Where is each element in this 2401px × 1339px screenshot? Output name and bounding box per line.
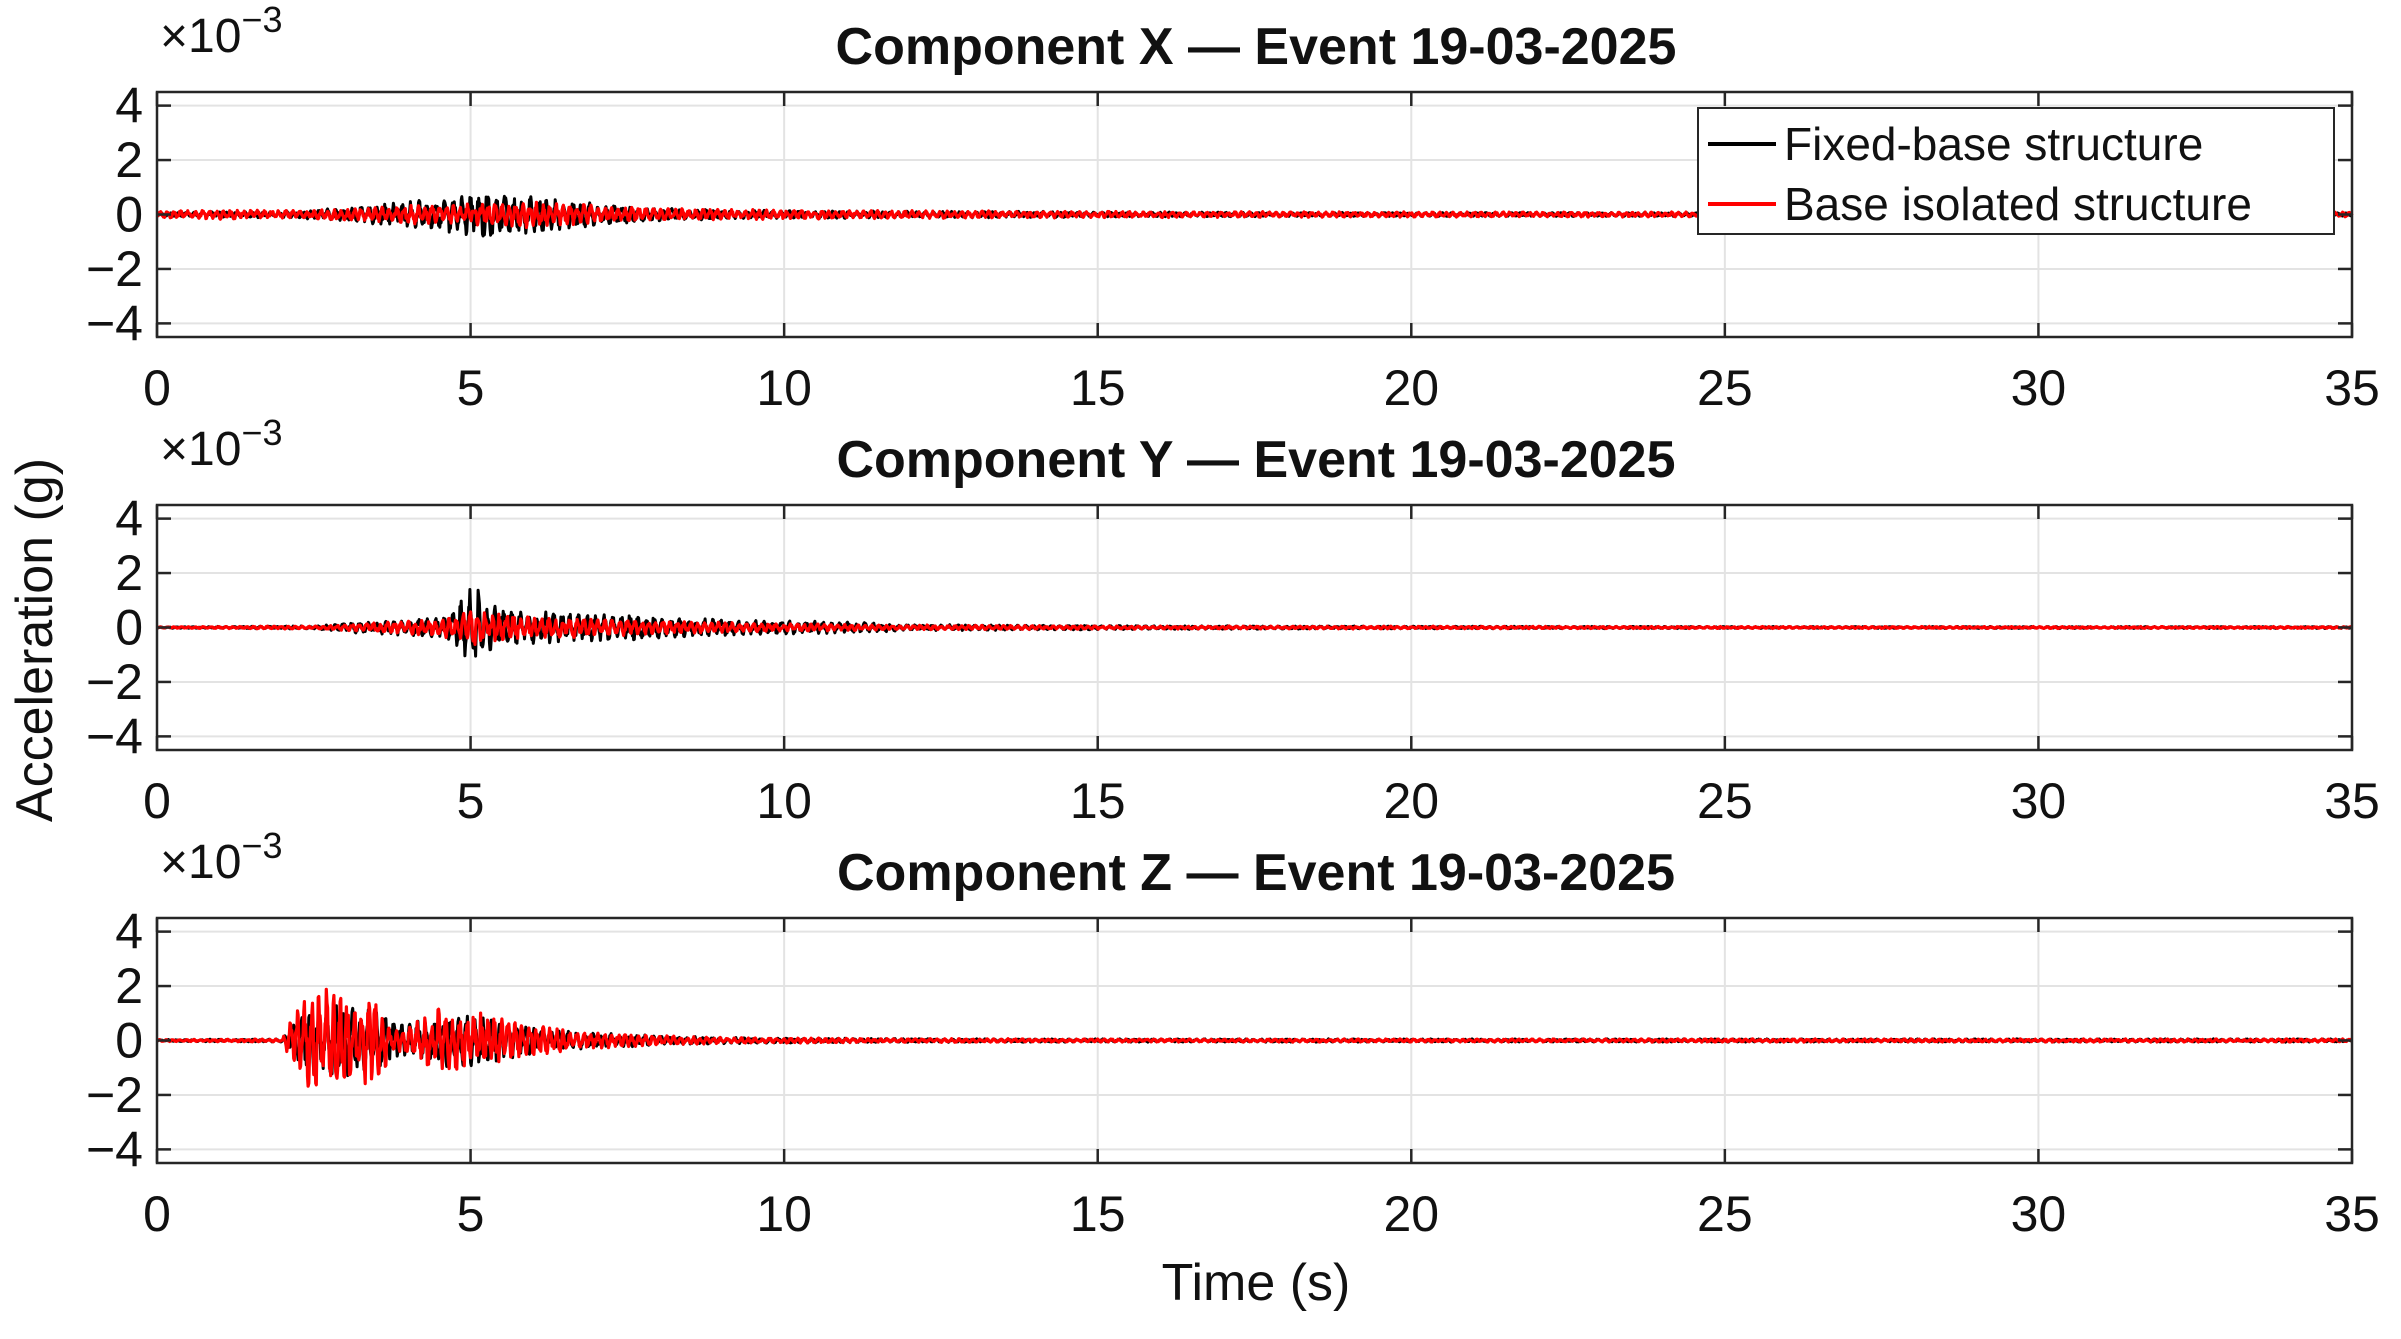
y-tick-label: −2 (86, 654, 143, 710)
y-tick-label: 2 (115, 545, 143, 601)
x-tick-label: 10 (756, 773, 812, 829)
y-multiplier-exponent: −3 (241, 825, 282, 866)
y-tick-label: −2 (86, 1067, 143, 1123)
y-multiplier-exponent: −3 (241, 0, 282, 40)
x-tick-label: 5 (457, 360, 485, 416)
y-tick-label: 0 (115, 600, 143, 656)
legend: Fixed-base structure Base isolated struct… (1697, 107, 2335, 235)
x-tick-label: 10 (756, 1186, 812, 1242)
x-tick-label: 15 (1070, 360, 1126, 416)
legend-box (1697, 107, 2335, 235)
x-tick-label: 15 (1070, 1186, 1126, 1242)
x-tick-label: 0 (143, 1186, 171, 1242)
y-tick-label: 2 (115, 132, 143, 188)
x-tick-label: 5 (457, 1186, 485, 1242)
y-tick-label: 4 (115, 78, 143, 134)
y-multiplier-base: ×10 (160, 10, 241, 63)
y-tick-label: 0 (115, 187, 143, 243)
y-tick-label: 0 (115, 1013, 143, 1069)
panel-title: Component Z — Event 19-03-2025 (837, 844, 1675, 902)
x-tick-label: 10 (756, 360, 812, 416)
x-tick-label: 35 (2324, 773, 2380, 829)
x-tick-label: 0 (143, 773, 171, 829)
y-tick-label: −4 (86, 708, 143, 764)
x-tick-label: 35 (2324, 360, 2380, 416)
y-multiplier: ×10−3 (160, 412, 282, 476)
x-axis-label: Time (s) (1162, 1254, 1351, 1312)
y-multiplier: ×10−3 (160, 0, 282, 63)
y-multiplier-base: ×10 (160, 423, 241, 476)
panel-title: Component Y — Event 19-03-2025 (836, 431, 1675, 489)
x-tick-label: 35 (2324, 1186, 2380, 1242)
y-tick-label: 2 (115, 958, 143, 1014)
x-tick-label: 25 (1697, 360, 1753, 416)
x-tick-label: 5 (457, 773, 485, 829)
x-tick-label: 25 (1697, 773, 1753, 829)
y-multiplier-exponent: −3 (241, 412, 282, 453)
panel-title: Component X — Event 19-03-2025 (836, 18, 1677, 76)
x-tick-label: 0 (143, 360, 171, 416)
legend-label: Fixed-base structure (1784, 118, 2203, 170)
y-tick-label: −4 (86, 1121, 143, 1177)
legend-label: Base isolated structure (1784, 178, 2252, 230)
y-tick-label: −4 (86, 295, 143, 351)
y-tick-label: 4 (115, 904, 143, 960)
y-multiplier: ×10−3 (160, 825, 282, 889)
x-tick-label: 25 (1697, 1186, 1753, 1242)
x-tick-label: 15 (1070, 773, 1126, 829)
series-line-base-isolated (156, 987, 2353, 1088)
series-line-base-isolated (156, 610, 2353, 646)
x-tick-label: 30 (2011, 1186, 2067, 1242)
x-tick-label: 30 (2011, 773, 2067, 829)
x-tick-label: 20 (1383, 360, 1439, 416)
y-tick-label: 4 (115, 491, 143, 547)
y-multiplier-base: ×10 (160, 836, 241, 889)
y-axis-label: Acceleration (g) (6, 458, 64, 822)
x-tick-label: 20 (1383, 773, 1439, 829)
x-tick-label: 20 (1383, 1186, 1439, 1242)
y-tick-label: −2 (86, 241, 143, 297)
x-tick-label: 30 (2011, 360, 2067, 416)
